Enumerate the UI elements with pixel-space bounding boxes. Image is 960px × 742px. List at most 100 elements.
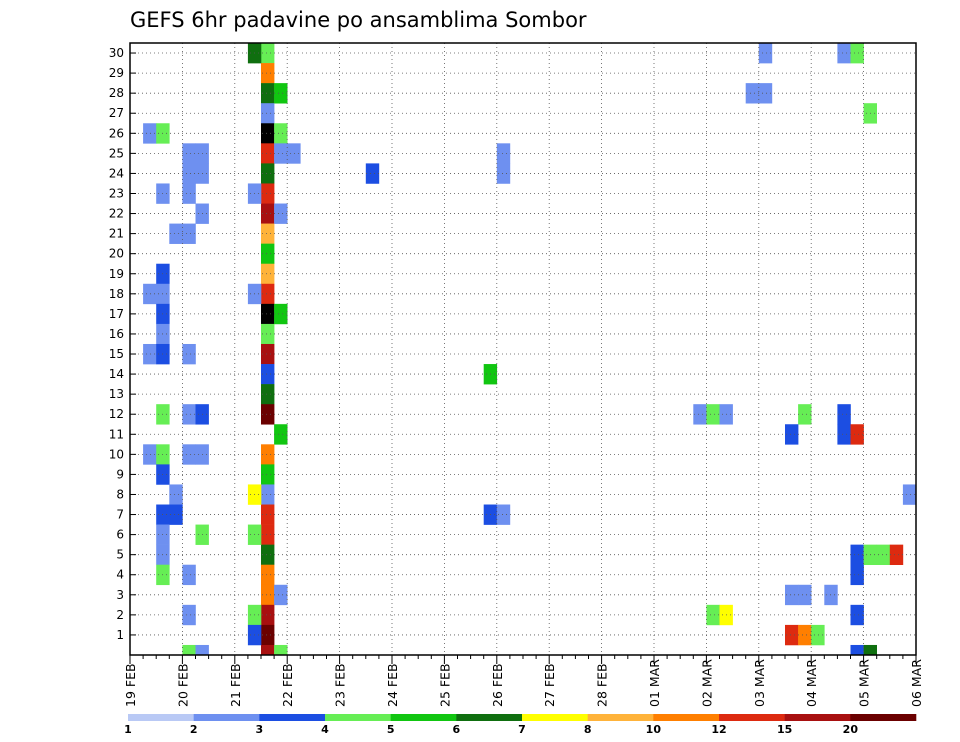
x-tick-label: 22 FEB <box>280 663 295 707</box>
y-tick-label: 2 <box>116 608 124 622</box>
data-cell <box>182 163 196 184</box>
legend-label: 15 <box>777 723 792 736</box>
data-cell <box>261 323 275 345</box>
data-cell <box>785 624 799 646</box>
y-tick-label: 10 <box>109 447 124 461</box>
data-cell <box>274 143 288 164</box>
data-cell <box>261 584 275 606</box>
y-tick-label: 23 <box>109 186 124 200</box>
y-tick-label: 26 <box>109 126 124 140</box>
data-cell <box>143 444 157 465</box>
data-cell <box>182 223 196 244</box>
y-tick-label: 29 <box>109 66 124 80</box>
data-cell <box>785 584 799 606</box>
data-cell <box>902 484 917 505</box>
y-tick-label: 22 <box>109 207 124 221</box>
data-cell <box>693 404 707 425</box>
data-cell <box>261 384 275 405</box>
data-cell <box>274 303 288 325</box>
data-cell <box>274 123 288 144</box>
grid-lines <box>130 43 916 655</box>
x-tick-label: 05 MAR <box>857 659 872 707</box>
data-cell <box>706 604 720 626</box>
legend-swatch <box>390 714 457 721</box>
data-cell <box>261 223 275 244</box>
data-cell <box>798 624 812 646</box>
data-cell <box>837 404 851 425</box>
y-tick-label: 20 <box>109 247 124 261</box>
x-tick-label: 28 FEB <box>595 663 610 707</box>
data-cell <box>798 584 812 606</box>
data-cell <box>798 404 812 425</box>
data-cell <box>758 83 773 104</box>
data-cell <box>287 143 301 164</box>
legend-swatch <box>193 714 260 721</box>
data-cell <box>261 283 275 305</box>
x-tick-label: 02 MAR <box>699 659 714 707</box>
data-cell <box>261 624 275 646</box>
legend-swatch <box>522 714 588 721</box>
data-cell <box>706 404 720 425</box>
legend-label: 12 <box>711 723 726 736</box>
x-tick-label: 27 FEB <box>542 663 557 707</box>
y-tick-label: 8 <box>116 487 124 501</box>
data-cell <box>889 544 904 566</box>
y-tick-label: 5 <box>116 548 124 562</box>
data-cell <box>850 43 864 64</box>
y-axis: 1234567891011121314151617181920212223242… <box>109 46 136 642</box>
data-cell <box>496 504 511 525</box>
data-cell <box>850 604 864 626</box>
y-tick-label: 14 <box>109 367 124 381</box>
data-cell <box>274 424 288 445</box>
x-tick-label: 23 FEB <box>333 663 348 707</box>
y-tick-label: 30 <box>109 46 124 60</box>
y-tick-label: 13 <box>109 387 124 401</box>
data-cell <box>850 544 864 566</box>
data-cell <box>261 263 275 285</box>
color-legend: 1 2 3 4 5 6 7 8 10 12 15 20 <box>124 714 917 736</box>
data-cell <box>261 464 275 485</box>
heatmap-cells <box>143 43 917 656</box>
data-cell <box>182 444 196 465</box>
data-cell <box>261 604 275 626</box>
data-cell <box>182 143 196 164</box>
data-cell <box>365 163 380 184</box>
data-cell <box>850 424 864 445</box>
y-tick-label: 12 <box>109 407 124 421</box>
y-tick-label: 6 <box>116 528 124 542</box>
legend-swatch <box>719 714 785 721</box>
data-cell <box>261 123 275 144</box>
data-cell <box>261 243 275 265</box>
x-tick-label: 20 FEB <box>175 663 190 707</box>
data-cell <box>195 644 209 656</box>
data-cell <box>261 103 275 124</box>
y-tick-label: 27 <box>109 106 124 120</box>
data-cell <box>274 584 288 606</box>
legend-swatch <box>850 714 917 721</box>
data-cell <box>496 143 511 164</box>
y-tick-label: 16 <box>109 327 124 341</box>
y-tick-label: 17 <box>109 307 124 321</box>
data-cell <box>182 404 196 425</box>
y-tick-label: 24 <box>109 166 124 180</box>
y-tick-label: 25 <box>109 146 124 160</box>
data-cell <box>863 644 877 656</box>
x-tick-label: 04 MAR <box>804 659 819 707</box>
y-tick-label: 21 <box>109 227 124 241</box>
legend-swatch <box>784 714 851 721</box>
legend-label: 7 <box>518 723 526 736</box>
data-cell <box>785 424 799 445</box>
x-tick-label: 25 FEB <box>437 663 452 707</box>
legend-label: 2 <box>190 723 198 736</box>
data-cell <box>169 504 183 525</box>
data-cell <box>182 343 196 365</box>
data-cell <box>274 83 288 104</box>
data-cell <box>182 604 196 626</box>
y-tick-label: 9 <box>116 467 124 481</box>
plot-frame <box>129 42 917 656</box>
data-cell <box>261 143 275 164</box>
data-cell <box>496 163 511 184</box>
data-cell <box>261 484 275 505</box>
y-tick-label: 3 <box>116 588 124 602</box>
